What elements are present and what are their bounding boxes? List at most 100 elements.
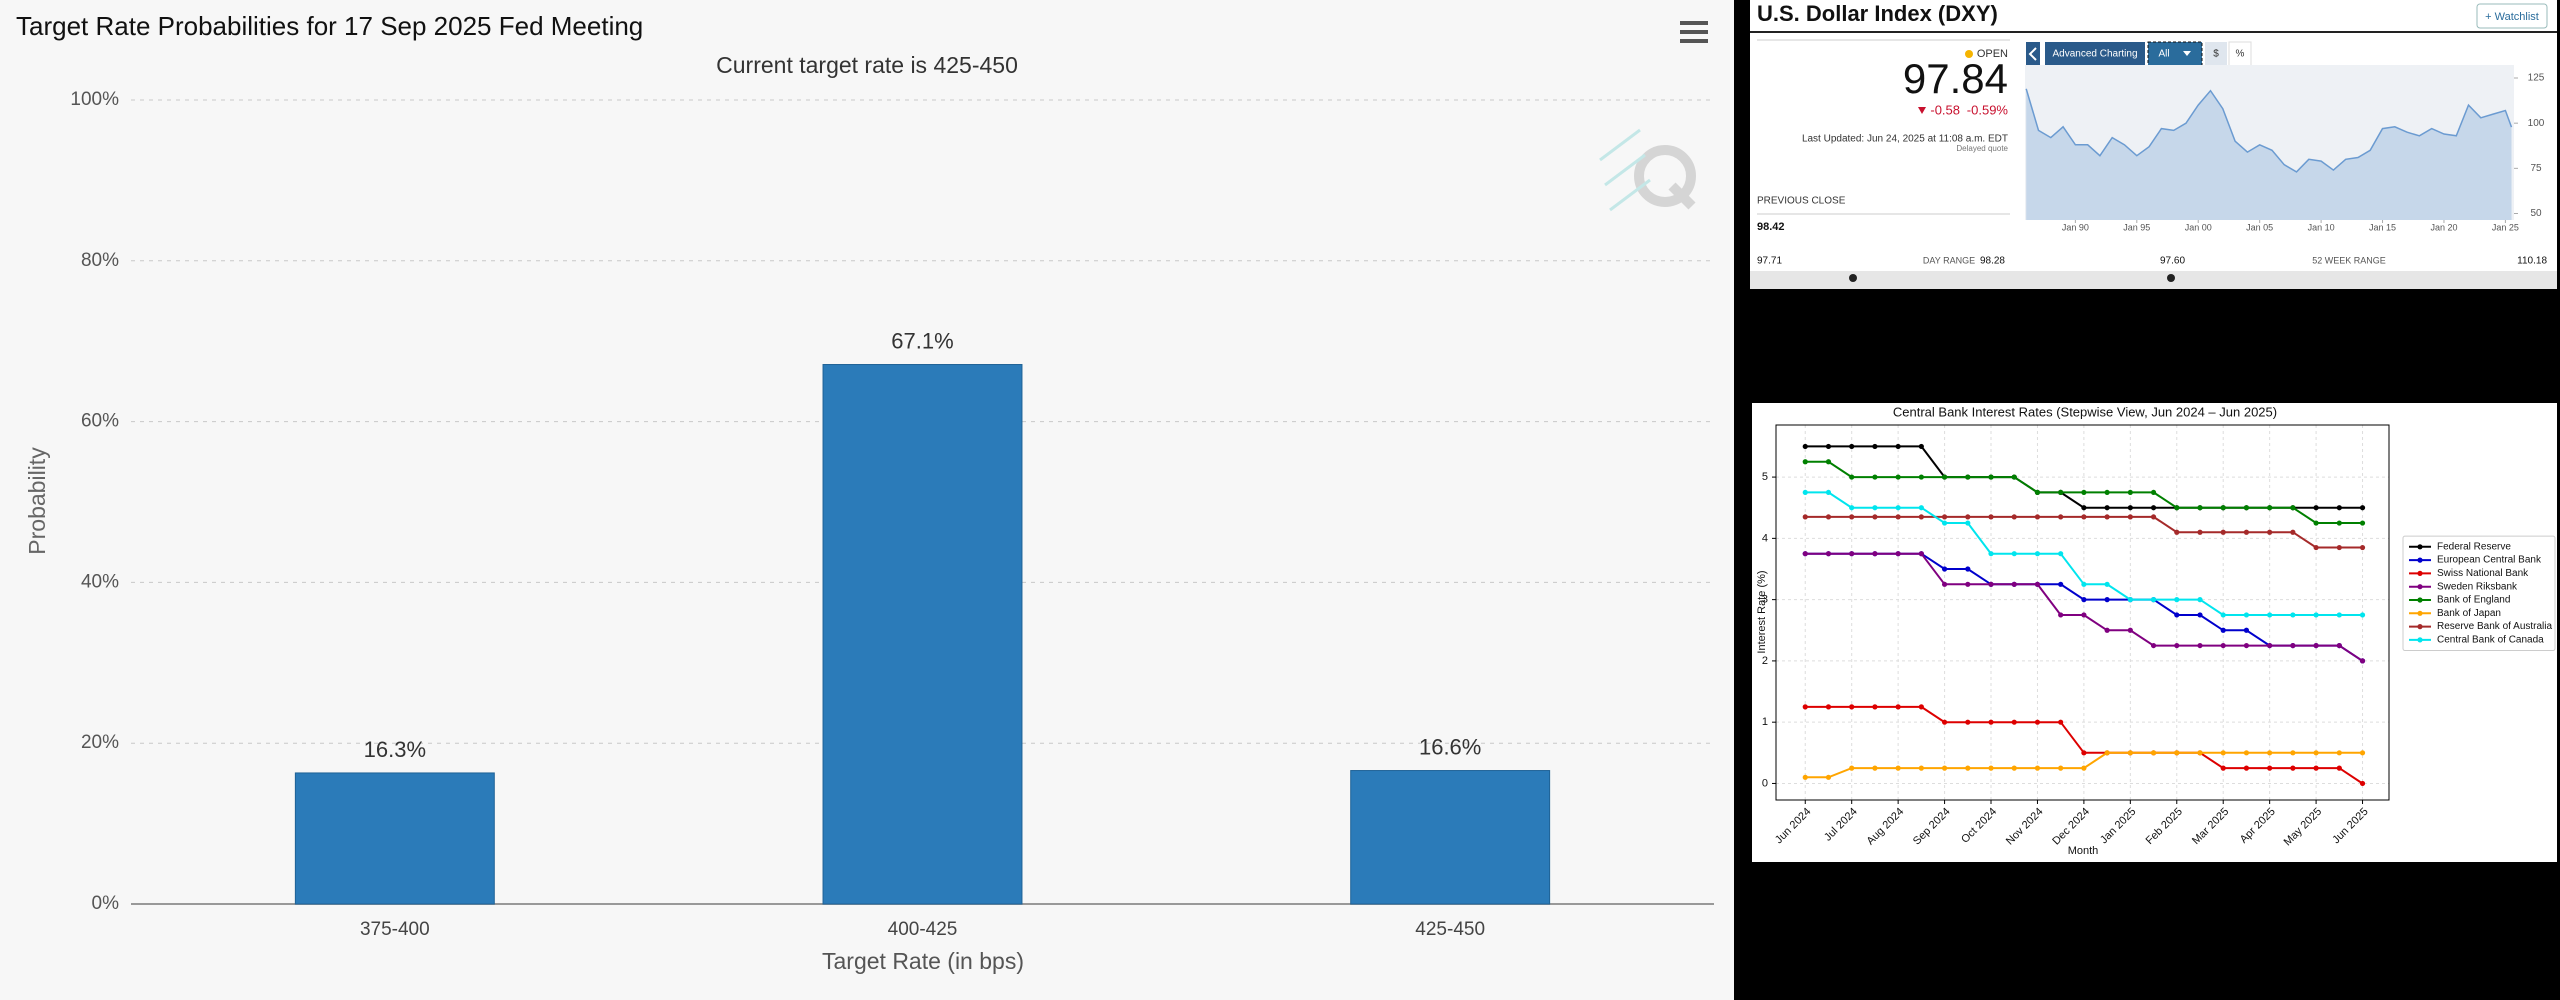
plot-bg xyxy=(2025,65,2514,220)
point xyxy=(2034,719,2041,725)
point xyxy=(2359,544,2366,551)
line xyxy=(2025,88,2513,173)
legend-marker xyxy=(2417,624,2423,630)
point xyxy=(1872,514,1878,520)
y-tick-label: 3 xyxy=(1762,594,1768,606)
point xyxy=(2150,514,2157,520)
point xyxy=(2243,612,2250,618)
point xyxy=(1918,704,1924,710)
point xyxy=(1849,505,1855,511)
point xyxy=(2174,597,2180,603)
point xyxy=(2220,627,2226,633)
point xyxy=(2104,597,2110,603)
legend-label: Bank of Japan xyxy=(2437,608,2501,619)
point xyxy=(1802,551,1808,557)
last-updated: Last Updated: Jun 24, 2025 at 11:08 a.m.… xyxy=(1802,134,2008,145)
advanced-charting-button[interactable]: Advanced Charting xyxy=(2045,42,2145,66)
day-range-label: DAY RANGE xyxy=(1923,255,1975,265)
point xyxy=(2220,505,2226,511)
range-strip xyxy=(1750,271,2557,289)
point xyxy=(2267,529,2273,535)
range-dot xyxy=(1849,274,1857,282)
point xyxy=(2127,505,2133,511)
point xyxy=(2034,489,2041,496)
point xyxy=(2290,505,2296,511)
percent-button[interactable]: % xyxy=(2228,41,2252,67)
point xyxy=(1849,765,1855,771)
point xyxy=(2313,642,2319,649)
point xyxy=(2220,642,2226,649)
menu-bar xyxy=(1680,21,1708,25)
bar xyxy=(294,772,495,905)
dollar-button[interactable]: $ xyxy=(2205,42,2227,66)
point xyxy=(2011,551,2017,557)
x-tick-label: Jan 25 xyxy=(2492,222,2519,232)
point xyxy=(1965,719,1971,725)
point xyxy=(2313,612,2319,618)
point xyxy=(2336,612,2342,618)
point xyxy=(2336,520,2342,526)
point xyxy=(1941,474,1948,480)
point xyxy=(2058,581,2064,587)
quote-title: U.S. Dollar Index (DXY) xyxy=(1757,1,1998,26)
plot-frame xyxy=(1775,424,2390,801)
point xyxy=(2359,612,2366,618)
point xyxy=(1825,774,1832,780)
x-tick-label: Jan 95 xyxy=(2123,222,2150,232)
down-arrow xyxy=(1918,107,1926,114)
point xyxy=(2313,505,2319,511)
point xyxy=(2058,514,2064,520)
point xyxy=(2034,514,2041,520)
x-tick-label: 400-425 xyxy=(888,919,958,940)
point xyxy=(2243,529,2250,535)
range-dropdown[interactable]: All xyxy=(2147,41,2203,67)
point xyxy=(1918,514,1924,520)
x-tick-label: 375-400 xyxy=(360,919,430,940)
x-tick-label: Jan 05 xyxy=(2246,222,2273,232)
point xyxy=(2336,544,2342,551)
point xyxy=(2058,551,2064,557)
point xyxy=(2267,750,2273,756)
week52-high: 110.18 xyxy=(2517,256,2547,267)
point xyxy=(2243,642,2250,649)
y-tick-label: 60% xyxy=(81,411,119,432)
x-tick-label: Jan 90 xyxy=(2062,222,2089,232)
button-label: Advanced Charting xyxy=(2052,49,2137,60)
point xyxy=(2104,514,2110,520)
point xyxy=(2220,765,2226,771)
point xyxy=(1965,765,1971,771)
y-tick-label: 20% xyxy=(81,732,119,753)
point xyxy=(2104,505,2110,511)
point xyxy=(2243,627,2250,633)
watchlist-button[interactable]: + Watchlist xyxy=(2476,3,2548,29)
point xyxy=(1941,719,1948,725)
point xyxy=(1872,505,1878,511)
point xyxy=(1941,520,1948,526)
point xyxy=(1941,765,1948,771)
point xyxy=(2081,612,2087,618)
point xyxy=(2313,544,2319,551)
menu-bar xyxy=(1680,39,1708,43)
point xyxy=(1941,581,1948,587)
point xyxy=(1872,474,1878,480)
x-tick-label: Jan 10 xyxy=(2308,222,2335,232)
menu-button[interactable] xyxy=(1680,21,1708,43)
point xyxy=(1941,514,1948,520)
point xyxy=(2359,658,2366,664)
point xyxy=(2197,505,2203,511)
point xyxy=(2150,505,2157,511)
point xyxy=(1872,765,1878,771)
back-button[interactable] xyxy=(2026,42,2040,66)
y-tick-label: 0% xyxy=(92,893,120,914)
point xyxy=(2150,489,2157,496)
legend-label: Federal Reserve xyxy=(2437,541,2511,552)
y-axis-title: Interest Rate (%) xyxy=(1756,570,1768,653)
point xyxy=(1988,719,1994,725)
point xyxy=(2058,489,2064,496)
value-label: 67.1% xyxy=(891,328,953,353)
point xyxy=(1988,765,1994,771)
point xyxy=(2011,581,2017,587)
point xyxy=(1895,765,1901,771)
point xyxy=(2336,750,2342,756)
point xyxy=(2011,765,2017,771)
